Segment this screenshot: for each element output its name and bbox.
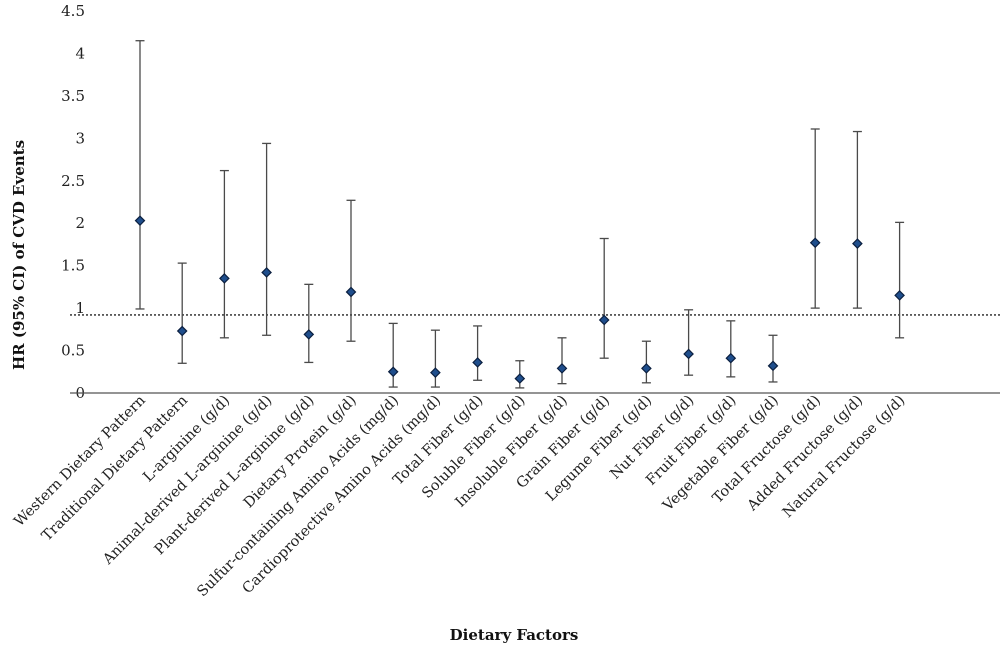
hr-point-marker [894, 290, 905, 301]
y-tick-label: 1.5 [61, 257, 85, 275]
hr-point-marker [303, 329, 315, 340]
hr-point-marker [598, 314, 610, 326]
hr-point-marker [472, 357, 483, 368]
hr-point-marker [725, 352, 737, 364]
y-axis-ticks: 00.511.522.533.544.5 [61, 2, 85, 402]
x-category-label: Cardioprotective Amino Acids (mg/d) [240, 393, 445, 598]
hr-point-marker [134, 215, 146, 227]
hr-point-marker [430, 367, 441, 378]
y-tick-label: 4.5 [61, 2, 85, 20]
hr-point-marker [852, 238, 863, 249]
hr-point-marker [767, 360, 779, 372]
hr-point-marker [641, 363, 652, 374]
y-tick-label: 4 [75, 44, 85, 62]
y-tick-label: 3 [75, 129, 85, 147]
hr-point-marker [683, 348, 694, 360]
hr-point-marker [261, 267, 272, 278]
x-category-label: Sulfur-containing Amino Acids (mg/d) [194, 393, 402, 601]
y-tick-label: 3.5 [61, 87, 85, 105]
hr-point-marker [219, 273, 230, 284]
y-axis-title: HR (95% CI) of CVD Events [10, 140, 28, 370]
y-tick-label: 0.5 [61, 342, 85, 360]
hr-point-marker [809, 237, 821, 249]
y-tick-label: 2 [75, 214, 85, 232]
hr-series [134, 40, 905, 389]
y-tick-label: 1 [75, 299, 85, 317]
hr-point-marker [387, 366, 399, 378]
hr-point-marker [345, 286, 357, 298]
hr-point-marker [176, 325, 188, 337]
hr-point-marker [556, 363, 568, 374]
y-tick-label: 2.5 [61, 172, 85, 190]
hr-point-marker [514, 373, 526, 384]
x-axis-title: Dietary Factors [450, 626, 579, 644]
